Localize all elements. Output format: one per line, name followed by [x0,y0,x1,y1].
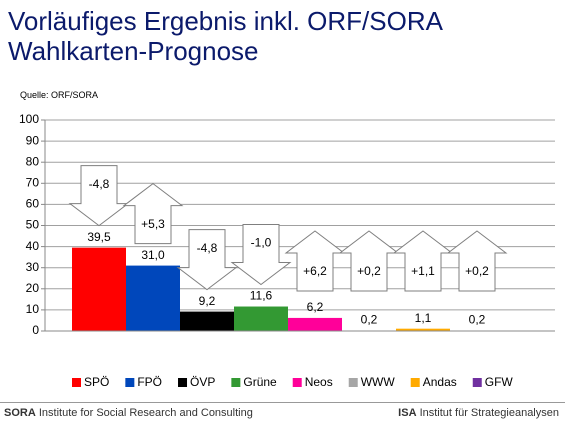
bar [72,247,126,331]
bar [180,311,234,331]
change-arrow [284,230,346,292]
change-label: +1,1 [411,264,435,278]
chart: 0 10 20 30 40 50 60 70 80 90 100 39,5 -4,8 31,0 +5,3 9,… [19,112,555,389]
legend-label: ÖVP [190,375,215,389]
value-label: 1,1 [415,311,432,325]
change-label: -4,8 [89,177,110,191]
legend-label: Neos [305,375,333,389]
value-label: 39,5 [87,230,111,244]
legend-swatch [410,378,420,387]
legend-swatch [72,378,81,387]
y-tick-label: 0 [32,323,39,337]
legend-label: Andas [423,375,457,389]
change-arrow [230,224,292,286]
legend-swatch [178,378,188,387]
change-arrow [122,182,184,245]
y-tick-label: 20 [26,281,40,295]
legend-label: GFW [485,375,514,389]
footer-text: Institut für Strategieanalysen [419,407,559,419]
change-arrow [446,230,508,292]
y-tick-label: 90 [26,133,40,147]
footer: SORA Institute for Social Research and C… [0,402,565,426]
legend-swatch [472,378,482,387]
y-tick-label: 100 [19,112,39,126]
y-tick-label: 40 [26,239,40,253]
brand: SORA [4,407,36,419]
change-label: +5,3 [141,217,165,231]
bar [126,265,180,331]
y-tick-label: 50 [26,218,40,232]
value-label: 6,2 [307,300,324,314]
legend-swatch [231,378,241,387]
y-tick-label: 70 [26,175,40,189]
legend-label: SPÖ [84,375,109,389]
footer-text: Institute for Social Research and Consul… [38,407,253,419]
y-tick-label: 80 [26,154,40,168]
legend-swatch [292,378,302,387]
change-arrow [176,229,238,291]
footer-left: SORA Institute for Social Research and C… [4,407,253,419]
change-label: +6,2 [303,264,327,278]
bar [396,328,450,331]
change-label: -4,8 [197,241,218,255]
value-label: 0,2 [361,313,378,327]
value-label: 31,0 [141,248,165,262]
legend-swatch [348,378,358,387]
change-arrow [68,165,130,227]
bar [234,306,288,331]
legend-swatch [125,378,135,387]
change-arrow [338,230,400,292]
change-label: +0,2 [357,264,381,278]
bar [288,317,342,331]
legend-label: Grüne [243,375,277,389]
y-tick-label: 10 [26,302,40,316]
chart-title: Vorläufiges Ergebnis inkl. ORF/SORA Wahl… [8,6,442,66]
legend-label: FPÖ [137,375,162,389]
source: Quelle: ORF/SORA [20,90,99,100]
legend-label: WWW [361,375,396,389]
footer-right: ISA Institut für Strategieanalysen [398,407,559,419]
value-label: 0,2 [469,313,486,327]
change-label: -1,0 [251,236,272,250]
y-tick-label: 60 [26,197,40,211]
change-label: +0,2 [465,264,489,278]
change-arrow [392,230,454,292]
value-label: 9,2 [199,294,216,308]
value-label: 11,6 [250,289,273,303]
brand: ISA [398,407,417,419]
y-tick-label: 30 [26,260,40,274]
